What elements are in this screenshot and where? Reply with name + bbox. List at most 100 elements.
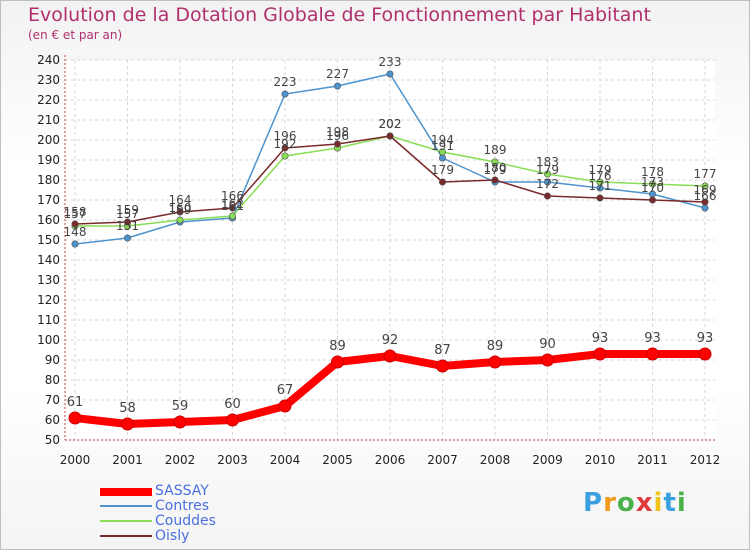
- data-label-oisly: 164: [169, 193, 192, 207]
- data-point-contres: [438, 154, 446, 162]
- data-point-couddes: [176, 216, 184, 224]
- y-tick-label: 160: [37, 213, 60, 227]
- data-label-couddes: 157: [64, 207, 87, 221]
- data-point-sassay: [68, 411, 82, 425]
- data-label-couddes: 202: [379, 117, 402, 131]
- data-point-oisly: [701, 198, 709, 206]
- x-tick-label: 2001: [112, 453, 143, 467]
- data-point-sassay: [226, 413, 239, 427]
- brand-letter: r: [603, 488, 617, 518]
- data-label-couddes: 179: [589, 163, 612, 177]
- data-point-contres: [543, 178, 551, 186]
- brand-letter: t: [663, 488, 677, 518]
- data-point-oisly: [596, 194, 604, 202]
- data-label-oisly: 170: [641, 181, 664, 195]
- x-tick-label: 2009: [532, 453, 563, 467]
- legend-swatch-sassay: [100, 488, 152, 496]
- data-label-couddes: 194: [431, 133, 454, 147]
- data-point-sassay: [278, 399, 292, 413]
- x-tick-label: 2004: [270, 453, 301, 467]
- x-tick-label: 2008: [480, 453, 511, 467]
- data-label-contres: 227: [326, 67, 349, 81]
- data-point-contres: [701, 204, 709, 212]
- data-point-sassay: [488, 355, 502, 369]
- data-label-contres: 159: [169, 203, 192, 217]
- data-point-couddes: [596, 178, 604, 186]
- data-point-oisly: [281, 144, 289, 152]
- data-label-sassay: 59: [172, 399, 189, 414]
- data-point-couddes: [491, 158, 499, 166]
- y-tick-label: 90: [45, 353, 60, 367]
- y-tick-label: 240: [37, 53, 60, 67]
- legend-label-sassay: SASSAY: [155, 483, 209, 499]
- y-tick-label: 70: [45, 393, 60, 407]
- x-tick-label: 2007: [427, 453, 458, 467]
- data-label-oisly: 196: [274, 129, 297, 143]
- data-point-oisly: [386, 132, 394, 140]
- data-label-oisly: 166: [221, 189, 244, 203]
- y-tick-label: 120: [37, 293, 60, 307]
- data-point-couddes: [438, 148, 446, 156]
- data-label-sassay: 93: [697, 331, 714, 346]
- data-point-sassay: [593, 347, 607, 361]
- data-label-contres: 151: [116, 219, 139, 233]
- y-tick-label: 200: [37, 133, 60, 147]
- data-point-sassay: [331, 355, 344, 369]
- data-point-sassay: [436, 359, 449, 373]
- data-point-couddes: [543, 170, 551, 178]
- y-tick-label: 230: [37, 73, 60, 87]
- brand-letter: i: [653, 488, 664, 518]
- data-label-sassay: 90: [539, 337, 556, 352]
- data-point-sassay: [646, 347, 659, 361]
- grid-layer: [65, 59, 715, 441]
- data-label-couddes: 196: [326, 129, 349, 143]
- data-label-couddes: 178: [641, 165, 664, 179]
- legend-swatch-contres: [100, 505, 152, 507]
- data-point-contres: [124, 234, 132, 242]
- data-label-contres: 166: [694, 189, 717, 203]
- y-tick-label: 140: [37, 253, 60, 267]
- data-label-oisly: 180: [484, 161, 507, 175]
- data-point-sassay: [173, 415, 187, 429]
- data-label-couddes: 177: [694, 167, 717, 181]
- data-label-contres: 233: [379, 55, 402, 69]
- series-layer: [68, 70, 712, 431]
- data-label-couddes: 160: [169, 201, 192, 215]
- data-point-contres: [281, 90, 289, 98]
- x-tick-label: 2006: [375, 453, 406, 467]
- y-tick-label: 150: [37, 233, 60, 247]
- data-label-sassay: 89: [487, 339, 504, 354]
- x-tick-label: 2010: [585, 453, 616, 467]
- data-point-sassay: [121, 417, 134, 431]
- data-label-sassay: 87: [434, 343, 451, 358]
- data-point-sassay: [541, 353, 554, 367]
- y-tick-label: 210: [37, 113, 60, 127]
- data-label-contres: 179: [536, 163, 559, 177]
- data-point-contres: [333, 82, 341, 90]
- y-tick-label: 80: [45, 373, 60, 387]
- data-label-couddes: 157: [116, 207, 139, 221]
- y-tick-label: 100: [37, 333, 60, 347]
- y-tick-label: 180: [37, 173, 60, 187]
- data-point-sassay: [698, 347, 712, 361]
- data-label-couddes: 162: [221, 197, 244, 211]
- data-label-contres: 179: [484, 163, 507, 177]
- brand-letter: x: [635, 488, 654, 518]
- data-point-couddes: [648, 180, 656, 188]
- y-tick-label: 190: [37, 153, 60, 167]
- data-point-oisly: [124, 218, 132, 226]
- data-label-oisly: 171: [589, 179, 612, 193]
- y-tick-label: 220: [37, 93, 60, 107]
- x-tick-label: 2003: [217, 453, 248, 467]
- y-tick-label: 60: [45, 413, 60, 427]
- data-label-contres: 223: [274, 75, 297, 89]
- legend-swatch-couddes: [100, 520, 152, 522]
- y-tick-label: 110: [37, 313, 60, 327]
- data-label-oisly: 169: [694, 183, 717, 197]
- data-label-oisly: 172: [536, 177, 559, 191]
- data-label-oisly: 202: [379, 117, 402, 131]
- data-label-contres: 161: [221, 199, 244, 213]
- y-tick-label: 50: [45, 433, 60, 447]
- y-tick-label: 170: [37, 193, 60, 207]
